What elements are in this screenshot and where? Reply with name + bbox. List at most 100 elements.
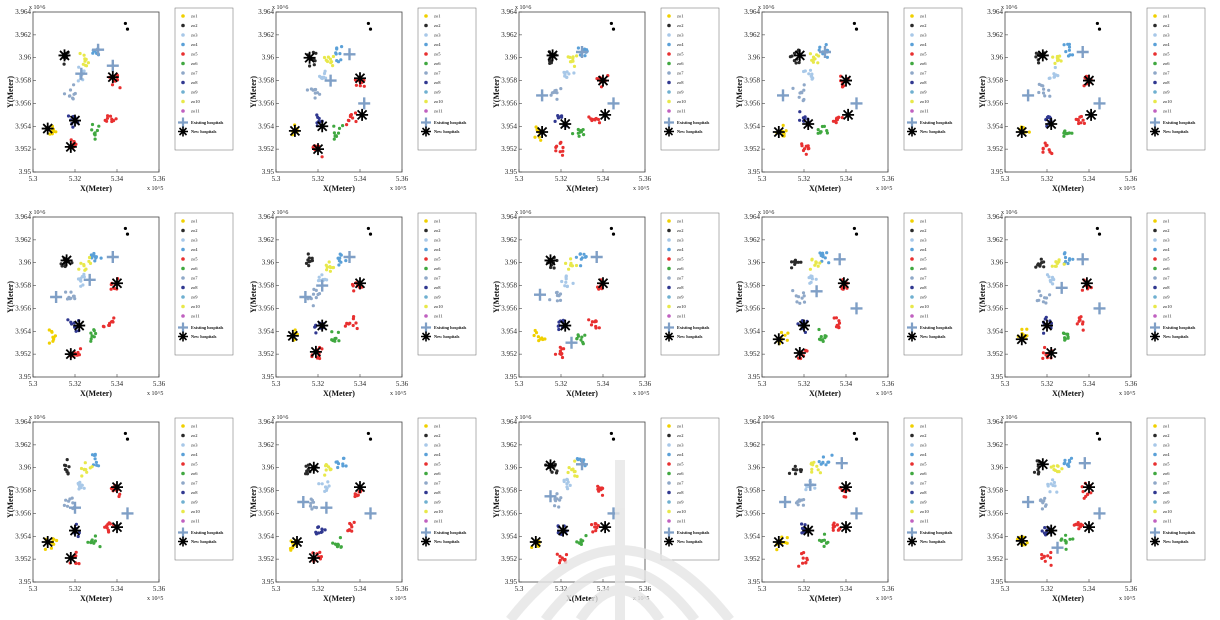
y-tick-label: 3.96 bbox=[19, 464, 32, 472]
data-point bbox=[831, 526, 835, 530]
legend-label: zo3 bbox=[434, 238, 441, 243]
data-point bbox=[1077, 121, 1081, 126]
x-exponent: x 10^5 bbox=[876, 391, 892, 397]
legend-marker bbox=[424, 285, 428, 290]
y-tick-label: 3.956 bbox=[987, 99, 1003, 107]
legend-label: zo6 bbox=[434, 471, 441, 476]
data-point bbox=[1067, 42, 1071, 47]
data-point bbox=[559, 87, 563, 91]
legend-label: zo9 bbox=[1163, 295, 1170, 300]
legend-marker bbox=[1153, 443, 1157, 447]
data-point bbox=[1063, 538, 1067, 543]
data-point bbox=[826, 460, 830, 464]
legend-label: zo5 bbox=[920, 462, 927, 467]
data-point bbox=[816, 61, 820, 65]
legend-marker bbox=[181, 14, 185, 18]
data-point bbox=[825, 55, 829, 59]
legend-new-marker bbox=[178, 331, 188, 342]
data-point bbox=[1053, 61, 1057, 65]
data-point bbox=[93, 534, 97, 538]
data-point bbox=[1078, 115, 1082, 119]
data-point bbox=[1052, 72, 1056, 76]
legend-label: zo10 bbox=[677, 509, 686, 514]
y-tick-label: 3.954 bbox=[987, 532, 1003, 540]
data-point bbox=[1037, 298, 1041, 302]
x-exponent: x 10^5 bbox=[1119, 596, 1135, 602]
legend-label: zo1 bbox=[191, 14, 198, 19]
data-point bbox=[352, 289, 356, 293]
data-point bbox=[568, 55, 572, 60]
data-point bbox=[1042, 260, 1046, 264]
legend-marker bbox=[181, 80, 185, 85]
legend-label: zo8 bbox=[191, 80, 198, 85]
existing-hospital-marker bbox=[1022, 496, 1035, 508]
y-tick-label: 3.964 bbox=[744, 213, 760, 221]
y-exponent: x 10^6 bbox=[272, 210, 288, 216]
data-point bbox=[560, 153, 565, 157]
data-point bbox=[854, 232, 859, 236]
legend-marker bbox=[1153, 285, 1157, 290]
legend-label: Existing hospitals bbox=[677, 530, 710, 535]
data-point bbox=[537, 339, 541, 343]
legend-label: zo3 bbox=[677, 238, 684, 243]
x-tick-label: 5.32 bbox=[798, 585, 811, 593]
new-hospital-marker bbox=[772, 333, 785, 346]
legend-existing-marker bbox=[664, 117, 674, 128]
data-point bbox=[1043, 526, 1047, 530]
data-point bbox=[77, 65, 81, 69]
y-tick-label: 3.964 bbox=[987, 213, 1003, 221]
legend-marker bbox=[910, 61, 914, 66]
x-exponent: x 10^5 bbox=[147, 186, 163, 192]
legend-box bbox=[417, 417, 477, 561]
legend-marker bbox=[667, 14, 671, 18]
data-point bbox=[830, 453, 834, 457]
legend-label: zo6 bbox=[1163, 61, 1170, 66]
x-axis-label: X(Meter) bbox=[80, 389, 112, 398]
legend-marker bbox=[424, 519, 428, 523]
data-point bbox=[52, 337, 56, 341]
y-exponent: x 10^6 bbox=[758, 210, 774, 216]
data-point bbox=[330, 330, 334, 334]
data-point bbox=[558, 498, 562, 502]
data-point bbox=[317, 275, 321, 279]
data-point bbox=[816, 264, 820, 268]
data-point bbox=[1076, 521, 1080, 525]
data-point bbox=[118, 86, 122, 90]
legend-marker bbox=[667, 238, 671, 242]
data-point bbox=[353, 111, 358, 115]
chart-panel-11: 3.95 3.952 3.954 3.956 3.958 3.96 3.962 3.964 5.… bbox=[6, 415, 234, 603]
data-point bbox=[125, 437, 130, 441]
data-point bbox=[1043, 504, 1048, 508]
x-tick-label: 5.34 bbox=[840, 175, 853, 183]
data-point bbox=[325, 278, 329, 282]
legend-marker bbox=[910, 462, 914, 466]
data-point bbox=[1063, 251, 1067, 255]
data-point bbox=[109, 287, 113, 291]
y-exponent: x 10^6 bbox=[29, 210, 45, 216]
legend-label: zo9 bbox=[677, 295, 684, 300]
plot-area bbox=[1004, 11, 1132, 173]
new-hospital-marker bbox=[356, 108, 369, 121]
data-point bbox=[304, 472, 308, 476]
data-point bbox=[786, 331, 790, 335]
legend-marker bbox=[1153, 433, 1157, 438]
y-tick-label: 3.954 bbox=[987, 327, 1003, 335]
new-hospital-marker bbox=[599, 521, 612, 534]
legend-label: zo10 bbox=[434, 509, 443, 514]
existing-hospital-marker bbox=[364, 507, 377, 520]
data-point bbox=[795, 300, 799, 304]
data-point bbox=[54, 130, 58, 134]
legend-marker bbox=[667, 304, 671, 309]
legend-label: zo6 bbox=[191, 61, 198, 66]
legend-existing-marker bbox=[664, 322, 674, 333]
y-tick-label: 3.95 bbox=[262, 578, 275, 586]
legend-label: zo1 bbox=[1163, 14, 1170, 19]
legend-label: zo9 bbox=[920, 90, 927, 95]
data-point bbox=[609, 21, 613, 26]
data-point bbox=[1081, 490, 1085, 494]
data-point bbox=[813, 486, 817, 490]
data-point bbox=[94, 331, 98, 336]
legend-marker bbox=[910, 14, 914, 18]
data-point bbox=[1041, 150, 1045, 154]
